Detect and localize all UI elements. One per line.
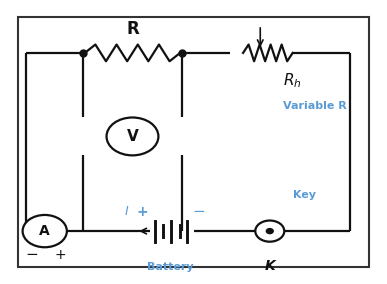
Text: −: − xyxy=(193,204,205,219)
Text: Battery: Battery xyxy=(147,262,194,272)
Text: A: A xyxy=(39,224,50,238)
Circle shape xyxy=(255,220,284,242)
Text: K: K xyxy=(264,259,275,273)
Circle shape xyxy=(266,229,273,234)
Text: +: + xyxy=(54,248,66,262)
Text: R: R xyxy=(126,20,139,37)
Circle shape xyxy=(22,215,67,247)
Text: −: − xyxy=(25,247,38,262)
Text: V: V xyxy=(127,129,138,144)
Text: +: + xyxy=(136,204,148,219)
Text: Variable R: Variable R xyxy=(283,101,347,111)
Text: I: I xyxy=(125,205,128,218)
Circle shape xyxy=(106,118,158,155)
Text: $R_h$: $R_h$ xyxy=(283,71,302,90)
Text: Key: Key xyxy=(293,190,316,200)
